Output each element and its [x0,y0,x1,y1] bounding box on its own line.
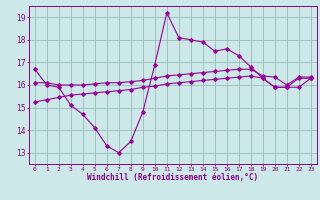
X-axis label: Windchill (Refroidissement éolien,°C): Windchill (Refroidissement éolien,°C) [87,173,258,182]
